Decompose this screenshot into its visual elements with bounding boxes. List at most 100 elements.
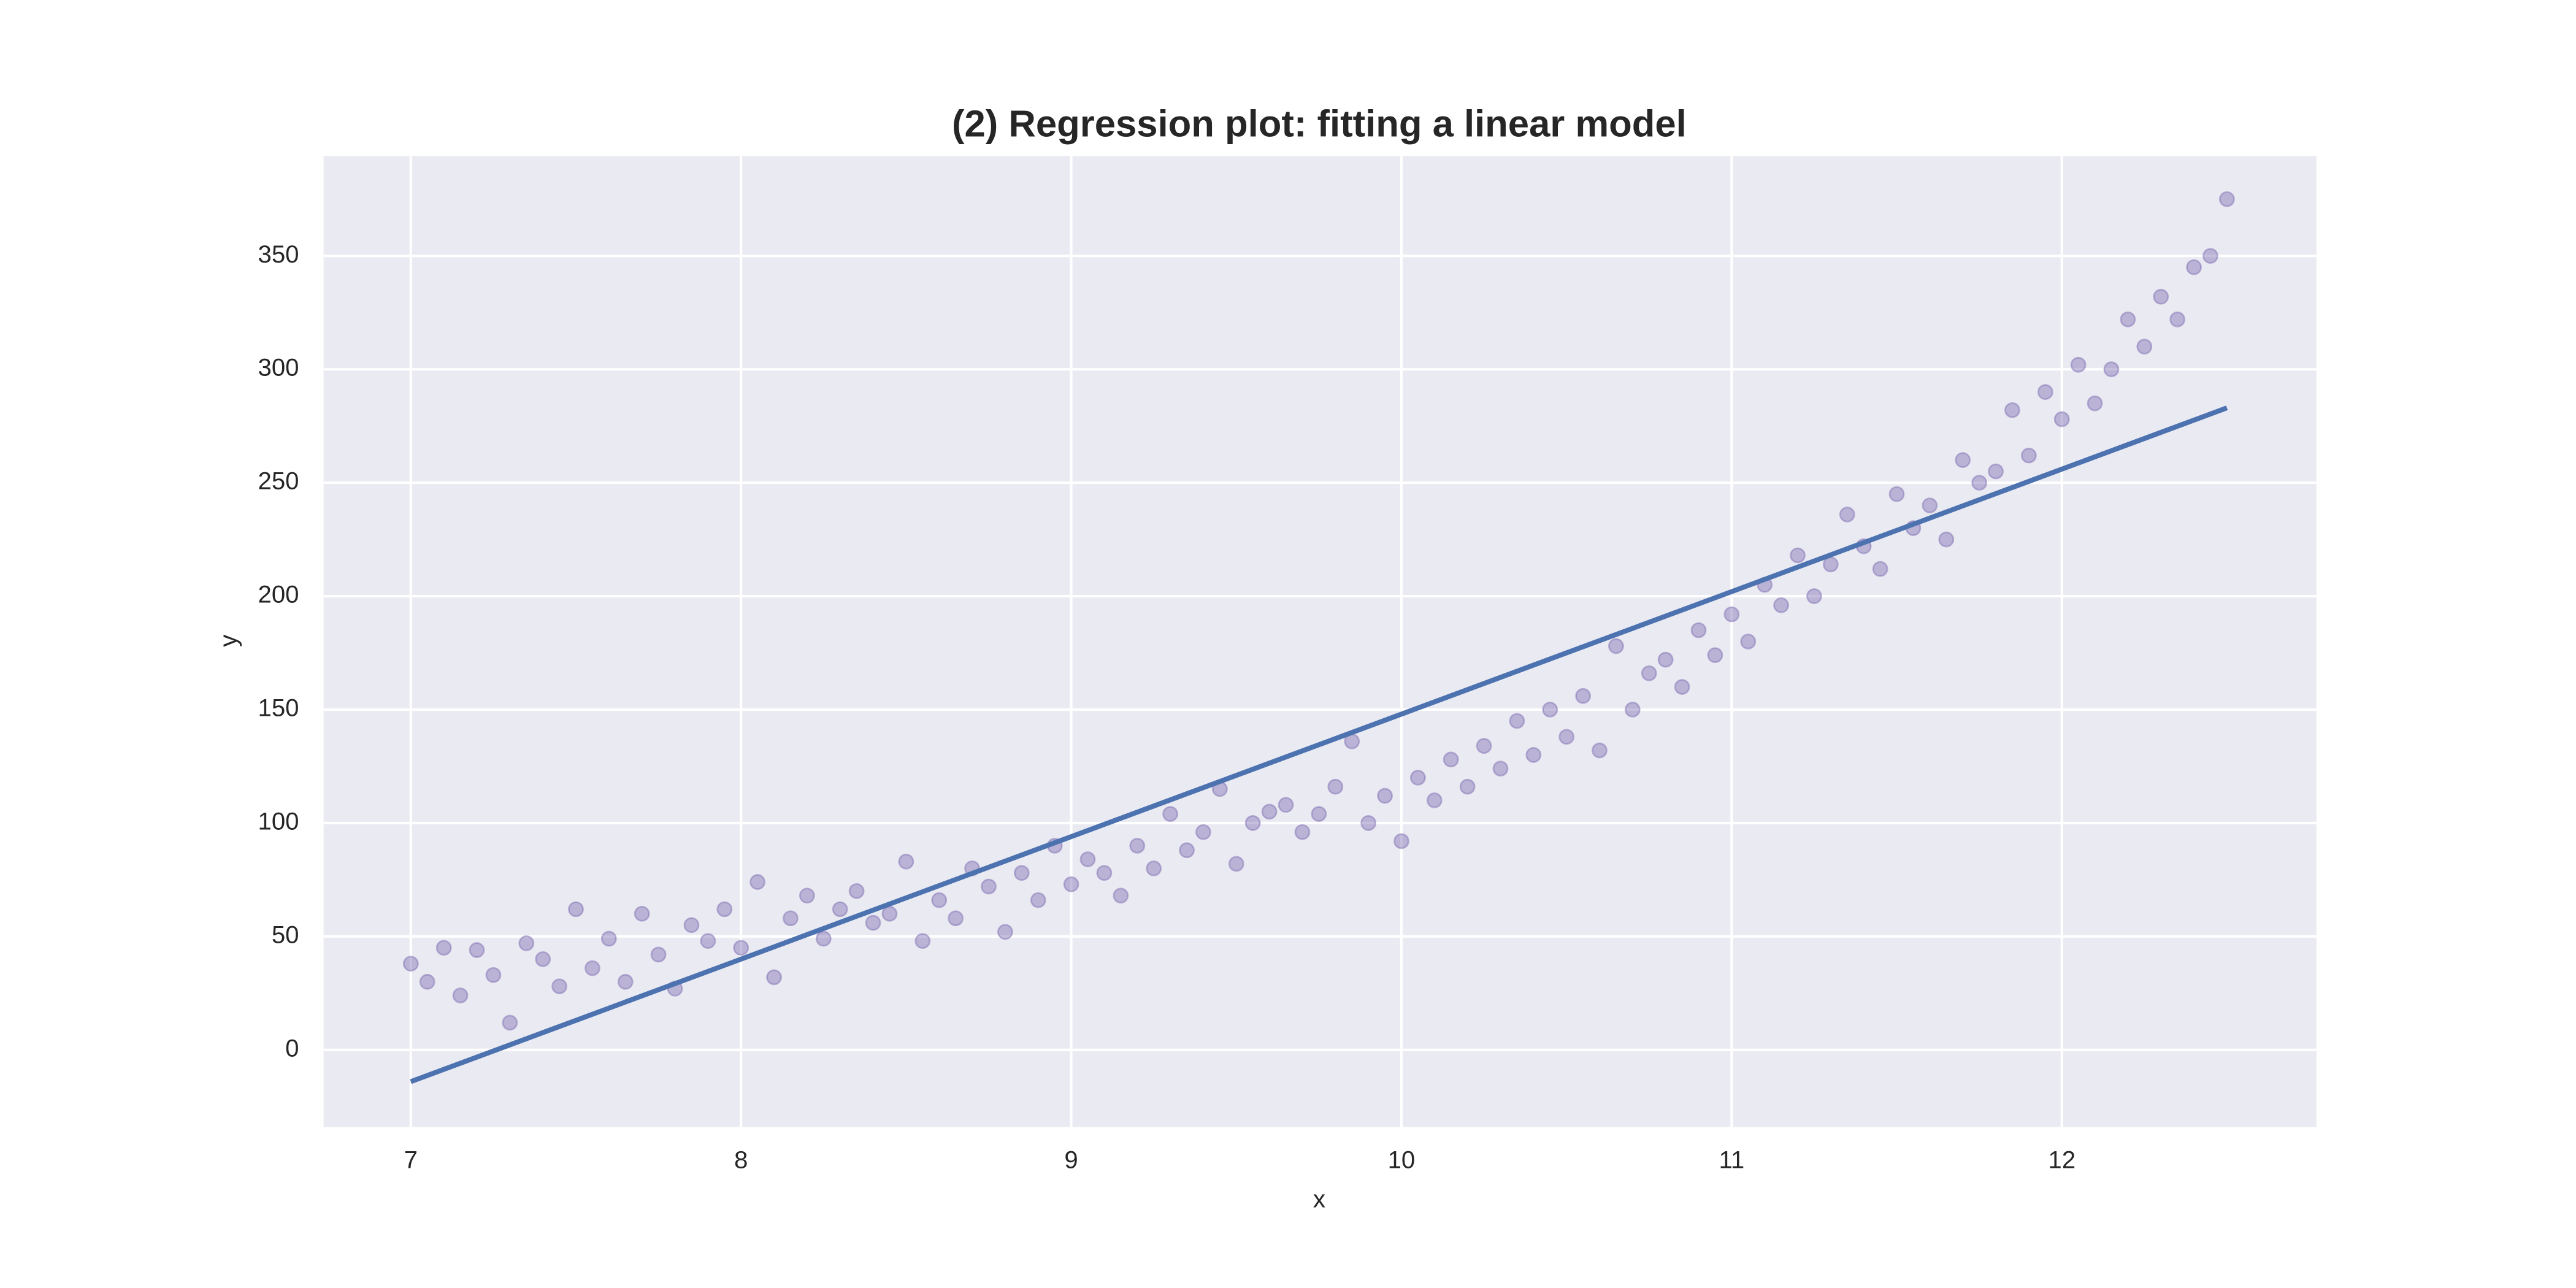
scatter-point	[2136, 339, 2153, 355]
scatter-point	[2087, 395, 2103, 412]
scatter-point	[1839, 506, 1855, 523]
scatter-point	[1723, 606, 1740, 623]
scatter-point	[568, 901, 584, 918]
x-tick-label: 10	[1388, 1146, 1416, 1173]
scatter-point	[452, 987, 469, 1003]
scatter-point	[2103, 361, 2120, 377]
scatter-point	[585, 960, 600, 976]
scatter-point	[1476, 738, 1492, 754]
scatter-point	[1608, 638, 1624, 654]
scatter-point	[1096, 865, 1113, 881]
scatter-point	[848, 883, 865, 899]
scatter-point	[1278, 797, 1294, 813]
y-tick-label: 300	[258, 354, 299, 381]
scatter-point	[2070, 356, 2087, 373]
scatter-point	[650, 946, 667, 963]
scatter-point	[1327, 778, 1344, 795]
scatter-point	[617, 973, 634, 990]
scatter-point	[832, 901, 848, 918]
y-tick-label: 0	[285, 1034, 299, 1062]
x-tick-label: 12	[2048, 1146, 2076, 1173]
y-axis-label: y	[215, 635, 242, 647]
scatter-point	[1360, 815, 1376, 831]
scatter-point	[1790, 547, 1806, 564]
scatter-point	[1443, 751, 1459, 768]
scatter-point	[518, 935, 535, 951]
scatter-point	[700, 933, 716, 949]
scatter-point	[1294, 824, 1311, 840]
scatter-point	[1657, 651, 1674, 668]
scatter-point	[1558, 729, 1574, 745]
scatter-point	[783, 910, 799, 927]
scatter-point	[815, 930, 832, 947]
scatter-point	[2186, 259, 2202, 275]
x-tick-label: 9	[1064, 1146, 1078, 1173]
scatter-point	[419, 973, 435, 990]
scatter-point	[2004, 402, 2020, 418]
scatter-point	[551, 978, 567, 995]
scatter-point	[1888, 486, 1905, 502]
scatter-point	[898, 853, 914, 870]
scatter-point	[948, 910, 964, 927]
scatter-point	[1459, 778, 1476, 795]
scatter-point	[981, 878, 997, 895]
scatter-point	[1592, 742, 1608, 759]
scatter-point	[1542, 702, 1558, 718]
y-tick-label: 100	[258, 807, 299, 835]
scatter-point	[1063, 876, 1079, 892]
y-tick-label: 200	[258, 581, 299, 608]
chart-title: (2) Regression plot: fitting a linear mo…	[952, 103, 1687, 145]
scatter-point	[1228, 856, 1244, 872]
scatter-point	[1740, 634, 1757, 650]
scatter-point	[1806, 588, 1822, 604]
scatter-point	[865, 914, 881, 931]
scatter-point	[1690, 622, 1707, 638]
scatter-point	[2219, 191, 2235, 207]
scatter-point	[1773, 597, 1789, 613]
scatter-point	[1509, 713, 1525, 729]
scatter-point	[914, 933, 931, 949]
scatter-point	[1013, 865, 1030, 881]
scatter-point	[931, 892, 948, 908]
scatter-point	[1410, 770, 1426, 786]
scatter-point	[749, 874, 765, 890]
scatter-point	[1079, 851, 1096, 867]
scatter-point	[1971, 475, 1987, 491]
scatter-point	[2053, 411, 2070, 427]
scatter-point	[1195, 824, 1211, 840]
scatter-point	[1938, 531, 1955, 548]
scatter-point	[1261, 803, 1278, 820]
scatter-point	[485, 967, 502, 983]
scatter-point	[1525, 747, 1542, 763]
y-tick-label: 250	[258, 467, 299, 495]
scatter-point	[1641, 665, 1657, 681]
scatter-point	[1129, 838, 1146, 854]
x-tick-label: 11	[1719, 1146, 1744, 1173]
scatter-point	[1822, 556, 1839, 573]
scatter-point	[435, 940, 452, 956]
scatter-point	[1162, 806, 1178, 822]
scatter-point	[2021, 447, 2037, 464]
scatter-point	[1872, 561, 1888, 577]
scatter-point	[799, 887, 815, 904]
scatter-point	[2153, 288, 2169, 305]
scatter-point	[1575, 688, 1591, 704]
scatter-point	[1922, 497, 1938, 513]
y-tick-label: 50	[272, 921, 299, 948]
scatter-point	[1955, 452, 1971, 468]
y-tick-label: 150	[258, 694, 299, 722]
scatter-point	[733, 940, 749, 956]
scatter-point	[2037, 384, 2053, 400]
scatter-point	[2202, 248, 2218, 264]
scatter-point	[535, 951, 551, 967]
scatter-point	[1113, 887, 1129, 904]
scatter-point	[1393, 833, 1409, 849]
scatter-point	[634, 905, 650, 922]
scatter-point	[1674, 679, 1690, 695]
scatter-point	[1244, 815, 1261, 831]
scatter-point	[1492, 761, 1509, 776]
scatter-point	[766, 969, 782, 986]
scatter-point	[683, 917, 700, 933]
regression-line	[410, 405, 2228, 1084]
scatter-point	[716, 901, 733, 918]
